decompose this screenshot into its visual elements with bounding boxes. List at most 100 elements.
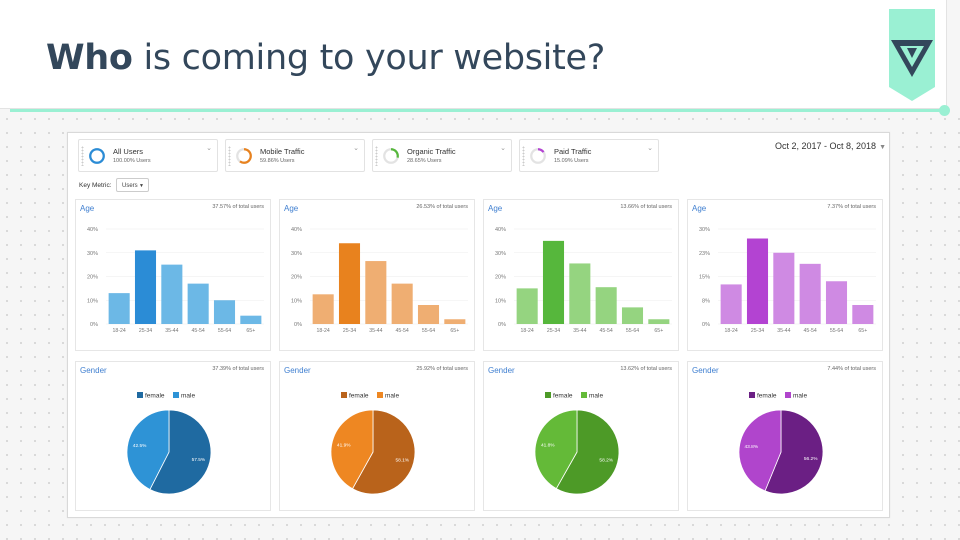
segment-percent: 28.65% Users [407, 158, 442, 164]
segment-percent: 59.86% Users [260, 158, 295, 164]
bar[interactable] [542, 240, 565, 324]
segment-name: All Users [113, 147, 144, 156]
bar[interactable] [720, 284, 742, 324]
x-tick-label: 35-44 [573, 328, 586, 334]
segment-card[interactable]: All Users 100.00% Users ⌄ [78, 139, 218, 172]
x-tick-label: 18-24 [521, 328, 534, 334]
pie-slice[interactable] [126, 409, 170, 490]
pie-slice[interactable] [149, 409, 212, 495]
bar[interactable] [825, 281, 848, 324]
chart-title: Age [80, 204, 95, 213]
key-metric-label: Key Metric: [79, 182, 112, 189]
y-tick-label: 40% [291, 227, 302, 233]
y-tick-label: 23% [699, 251, 710, 257]
key-metric-select[interactable]: Users ▼ [116, 178, 149, 192]
bar[interactable] [161, 264, 183, 324]
segment-card[interactable]: Mobile Traffic 59.86% Users ⌄ [225, 139, 365, 172]
gender-chart-panel: Gender 13.62% of total users female male 58.… [483, 361, 679, 511]
bar[interactable] [595, 287, 617, 324]
legend-swatch [545, 392, 551, 398]
bar[interactable] [417, 305, 440, 324]
pie-slice[interactable] [738, 409, 782, 492]
y-tick-label: 40% [87, 227, 98, 233]
chevron-down-icon[interactable]: ⌄ [647, 145, 653, 152]
segment-percent: 15.09% Users [554, 158, 589, 164]
bar-chart: 40% 30% 20% 10% 0% 18-24 25-34 35-44 45-54 55-64 6… [87, 227, 264, 334]
legend-swatch [749, 392, 755, 398]
bar[interactable] [391, 283, 413, 324]
bar[interactable] [773, 252, 795, 324]
chart-title: Age [692, 204, 707, 213]
bar[interactable] [852, 305, 874, 324]
chart-title: Gender [488, 366, 515, 375]
pie-slice[interactable] [534, 409, 578, 490]
x-tick-label: 18-24 [317, 328, 330, 334]
segment-name: Mobile Traffic [260, 147, 305, 156]
bar[interactable] [569, 263, 591, 324]
chart-title: Gender [692, 366, 719, 375]
pie-slice[interactable] [351, 409, 416, 495]
y-tick-label: 10% [495, 298, 506, 304]
y-tick-label: 8% [702, 298, 710, 304]
bar[interactable] [365, 261, 387, 324]
chart-subtitle: 26.53% of total users [416, 204, 468, 210]
age-chart-panel: Age 7.37% of total users 30% 23% 15% 8% 0% 18-2… [687, 199, 883, 351]
bar[interactable] [312, 294, 334, 324]
y-tick-label: 20% [495, 275, 506, 281]
drag-handle-icon[interactable] [522, 146, 525, 166]
legend-swatch [341, 392, 347, 398]
segment-card[interactable]: Organic Traffic 28.65% Users ⌄ [372, 139, 512, 172]
pie-chart: female male 57.5% 42.5% [126, 392, 212, 495]
pie-chart: female male 58.2% 41.8% [534, 392, 620, 495]
bar[interactable] [799, 263, 821, 324]
x-tick-label: 35-44 [165, 328, 178, 334]
segment-name: Paid Traffic [554, 147, 592, 156]
slice-label: 41.8% [541, 442, 555, 448]
y-tick-label: 0% [90, 322, 98, 328]
pie-chart: female male 58.1% 41.9% [330, 392, 416, 495]
bar[interactable] [444, 319, 466, 324]
pie-slice[interactable] [764, 409, 824, 495]
bar[interactable] [240, 315, 262, 324]
bar[interactable] [187, 283, 209, 324]
pie-slice[interactable] [555, 409, 620, 495]
x-tick-label: 25-34 [751, 328, 764, 334]
slice-label: 42.5% [133, 443, 147, 449]
bar[interactable] [648, 319, 670, 324]
bar[interactable] [621, 307, 644, 324]
date-range-picker[interactable]: Oct 2, 2017 - Oct 8, 2018 ▼ [775, 141, 886, 151]
bar[interactable] [213, 300, 236, 324]
x-tick-label: 18-24 [725, 328, 738, 334]
bar[interactable] [746, 238, 769, 325]
age-chart-panel: Age 26.53% of total users 40% 30% 20% 10% 0% 18… [279, 199, 475, 351]
chevron-down-icon[interactable]: ⌄ [353, 145, 359, 152]
drag-handle-icon[interactable] [375, 146, 378, 166]
bar[interactable] [338, 243, 361, 324]
chart-subtitle: 13.66% of total users [620, 204, 672, 210]
legend-swatch [581, 392, 587, 398]
pie-slice[interactable] [330, 409, 374, 490]
segment-card[interactable]: Paid Traffic 15.09% Users ⌄ [519, 139, 659, 172]
chevron-down-icon[interactable]: ⌄ [206, 145, 212, 152]
bar[interactable] [516, 288, 538, 324]
title-underline-dot [939, 105, 950, 116]
y-tick-label: 10% [87, 298, 98, 304]
drag-handle-icon[interactable] [228, 146, 231, 166]
x-tick-label: 55-64 [626, 328, 639, 334]
chart-title: Age [284, 204, 299, 213]
legend-swatch [173, 392, 179, 398]
chevron-down-icon[interactable]: ⌄ [500, 145, 506, 152]
triangle-logo-icon [889, 9, 935, 101]
gender-chart-panel: Gender 7.44% of total users female male 56.2… [687, 361, 883, 511]
bar[interactable] [108, 293, 130, 324]
chart-subtitle: 25.92% of total users [416, 366, 468, 372]
chart-title: Gender [284, 366, 311, 375]
x-tick-label: 25-34 [139, 328, 152, 334]
y-tick-label: 0% [498, 322, 506, 328]
bar[interactable] [134, 250, 157, 324]
legend-label: female [145, 393, 165, 400]
legend-swatch [785, 392, 791, 398]
y-tick-label: 30% [291, 251, 302, 257]
legend-label: male [181, 393, 195, 400]
drag-handle-icon[interactable] [81, 146, 84, 166]
